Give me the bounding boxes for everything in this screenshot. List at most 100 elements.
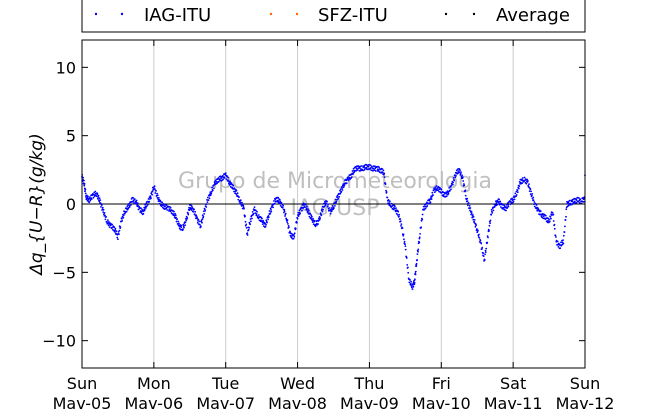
- data-point-iag-itu: [153, 185, 156, 188]
- data-point-iag-itu: [256, 210, 258, 213]
- data-point-iag-itu: [408, 281, 411, 284]
- data-point-iag-itu: [228, 183, 231, 186]
- data-point-iag-itu: [269, 207, 272, 210]
- data-point-iag-itu: [521, 177, 524, 179]
- data-point-iag-itu: [446, 190, 449, 193]
- data-point-iag-itu: [83, 183, 86, 185]
- data-point-iag-itu: [459, 169, 461, 172]
- data-point-iag-itu: [400, 225, 402, 227]
- y-tick-label: 5: [66, 127, 76, 146]
- data-point-iag-itu: [518, 185, 521, 188]
- data-point-iag-itu: [422, 205, 425, 208]
- legend: IAG-ITU SFZ-ITU Average: [81, 0, 586, 33]
- data-point-iag-itu: [266, 221, 268, 224]
- data-point-iag-itu: [193, 213, 196, 216]
- data-point-iag-itu: [532, 199, 535, 202]
- data-point-iag-itu: [206, 196, 209, 199]
- data-point-iag-itu: [108, 221, 110, 223]
- data-point-iag-itu: [169, 206, 172, 209]
- data-point-iag-itu: [122, 214, 125, 217]
- data-point-iag-itu: [178, 222, 180, 225]
- data-point-iag-itu: [549, 216, 552, 218]
- data-point-iag-itu: [251, 217, 253, 220]
- data-point-iag-itu: [350, 176, 353, 179]
- data-point-iag-itu: [515, 194, 518, 196]
- data-point-iag-itu: [562, 242, 565, 245]
- y-tick-label: −5: [52, 263, 76, 282]
- data-point-iag-itu: [128, 202, 131, 205]
- data-point-iag-itu: [365, 166, 368, 169]
- data-point-iag-itu: [359, 169, 362, 172]
- data-point-iag-itu: [507, 204, 509, 206]
- data-point-iag-itu: [341, 189, 344, 191]
- data-point-iag-itu: [330, 210, 333, 213]
- data-point-iag-itu: [122, 216, 125, 219]
- data-point-iag-itu: [196, 221, 199, 224]
- data-point-iag-itu: [499, 200, 502, 203]
- data-point-iag-itu: [101, 206, 104, 209]
- data-point-iag-itu: [498, 198, 500, 201]
- data-point-iag-itu: [374, 170, 377, 172]
- data-point-iag-itu: [143, 206, 146, 209]
- data-point-iag-itu: [83, 184, 86, 187]
- data-point-iag-itu: [395, 207, 397, 210]
- data-point-iag-itu: [125, 210, 128, 213]
- data-point-iag-itu: [381, 168, 384, 170]
- data-point-iag-itu: [521, 182, 523, 185]
- data-point-iag-itu: [215, 180, 218, 183]
- data-point-iag-itu: [216, 182, 219, 185]
- data-point-iag-itu: [151, 190, 154, 193]
- data-point-iag-itu: [563, 231, 566, 234]
- data-point-iag-itu: [396, 214, 399, 216]
- data-point-iag-itu: [104, 214, 106, 217]
- data-point-iag-itu: [298, 209, 301, 212]
- data-point-iag-itu: [407, 266, 409, 269]
- data-point-iag-itu: [429, 198, 431, 201]
- data-point-iag-itu: [140, 212, 143, 215]
- data-point-iag-itu: [287, 225, 290, 227]
- x-tick-label-day: Sun: [570, 374, 600, 393]
- data-point-iag-itu: [255, 213, 258, 215]
- data-point-iag-itu: [514, 192, 517, 195]
- data-point-iag-itu: [463, 184, 466, 187]
- data-point-iag-itu: [468, 205, 471, 207]
- data-point-iag-itu: [482, 252, 485, 255]
- data-point-iag-itu: [313, 219, 316, 222]
- data-point-iag-itu: [553, 223, 556, 226]
- data-point-iag-itu: [416, 259, 418, 261]
- data-point-iag-itu: [296, 222, 298, 224]
- data-point-iag-itu: [247, 228, 250, 231]
- data-point-iag-itu: [318, 218, 321, 221]
- legend-label-iag-itu: IAG-ITU: [144, 5, 211, 26]
- data-point-iag-itu: [403, 240, 406, 243]
- data-point-iag-itu: [334, 198, 337, 201]
- data-point-iag-itu: [245, 227, 248, 229]
- data-point-iag-itu: [529, 193, 532, 196]
- data-point-iag-itu: [169, 210, 172, 213]
- data-point-iag-itu: [305, 207, 308, 210]
- x-tick-label-day: Thu: [353, 374, 384, 393]
- data-point-iag-itu: [265, 219, 268, 222]
- data-point-iag-itu: [90, 198, 93, 201]
- data-point-iag-itu: [311, 215, 313, 218]
- data-point-iag-itu: [168, 208, 171, 211]
- data-point-iag-itu: [383, 176, 386, 179]
- data-point-iag-itu: [312, 223, 315, 226]
- data-point-iag-itu: [210, 192, 213, 195]
- data-point-iag-itu: [464, 194, 467, 197]
- data-point-iag-itu: [236, 192, 239, 195]
- data-point-iag-itu: [246, 234, 249, 236]
- data-point-iag-itu: [326, 205, 329, 208]
- legend-entry-iag-itu: IAG-ITU: [94, 5, 211, 26]
- data-point-iag-itu: [500, 206, 502, 208]
- data-point-iag-itu: [197, 218, 200, 221]
- data-point-iag-itu: [485, 247, 488, 250]
- data-point-iag-itu: [565, 215, 567, 218]
- legend-marker-average: [444, 12, 448, 16]
- data-point-iag-itu: [370, 167, 372, 169]
- data-point-iag-itu: [528, 183, 530, 186]
- data-point-iag-itu: [426, 205, 429, 207]
- data-point-iag-itu: [387, 202, 389, 205]
- data-point-iag-itu: [136, 202, 139, 205]
- data-point-iag-itu: [299, 212, 301, 215]
